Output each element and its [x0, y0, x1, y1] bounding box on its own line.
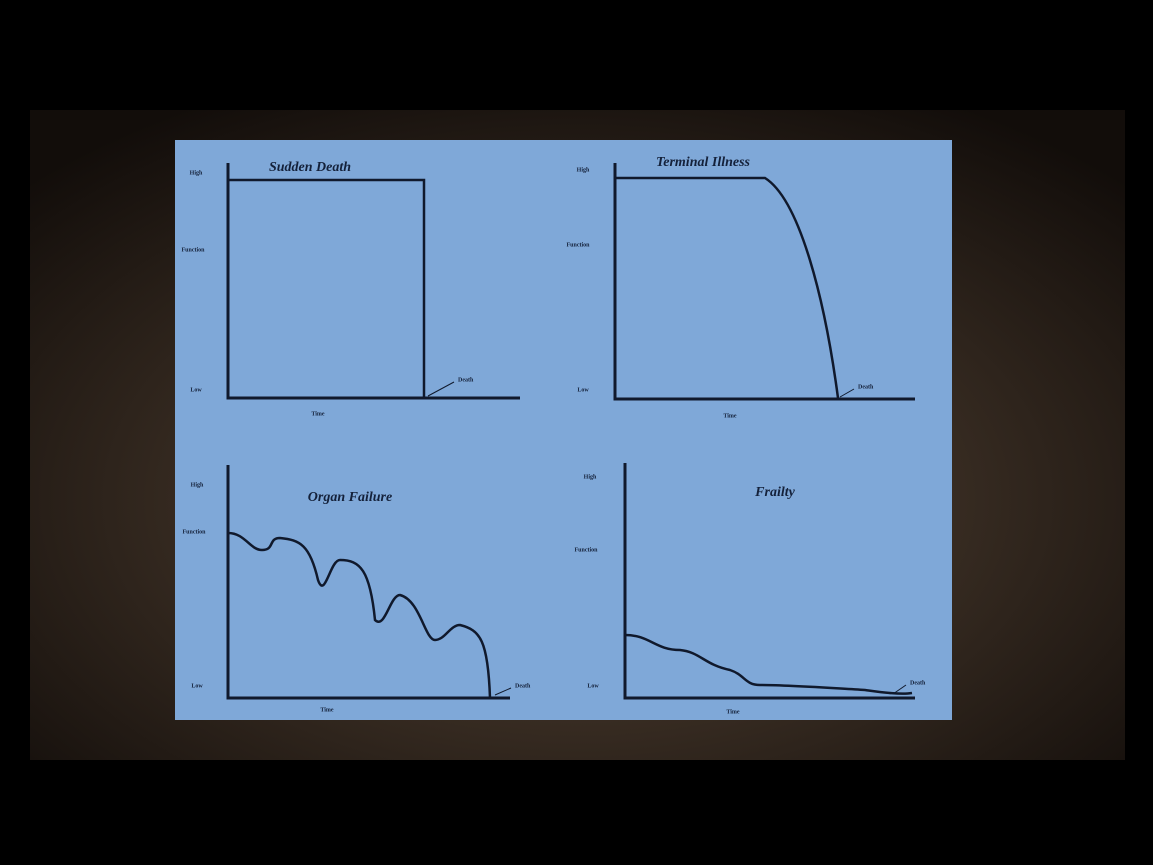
- y-label-high: High: [577, 167, 590, 173]
- y-label-low: Low: [577, 387, 589, 393]
- y-label-function: Function: [566, 242, 590, 248]
- screen: Sudden Death High Function Low Time Death Term…: [0, 0, 1153, 865]
- y-label-low: Low: [191, 683, 203, 689]
- panel-title: Frailty: [754, 485, 795, 500]
- death-label: Death: [858, 384, 874, 390]
- panel-title: Terminal Illness: [656, 155, 751, 170]
- panel-title: Sudden Death: [269, 160, 351, 175]
- death-label: Death: [515, 683, 531, 689]
- y-label-high: High: [584, 474, 597, 480]
- x-label-time: Time: [723, 413, 737, 419]
- y-label-low: Low: [190, 387, 202, 393]
- y-label-function: Function: [181, 247, 205, 253]
- x-label-time: Time: [311, 411, 325, 417]
- death-label: Death: [458, 377, 474, 383]
- x-label-time: Time: [320, 707, 334, 713]
- y-label-high: High: [191, 482, 204, 488]
- y-label-high: High: [190, 170, 203, 176]
- slide: [175, 140, 952, 720]
- death-label: Death: [910, 680, 926, 686]
- panel-title: Organ Failure: [308, 490, 392, 505]
- x-label-time: Time: [726, 709, 740, 715]
- y-label-function: Function: [182, 529, 206, 535]
- y-label-function: Function: [574, 547, 598, 553]
- y-label-low: Low: [587, 683, 599, 689]
